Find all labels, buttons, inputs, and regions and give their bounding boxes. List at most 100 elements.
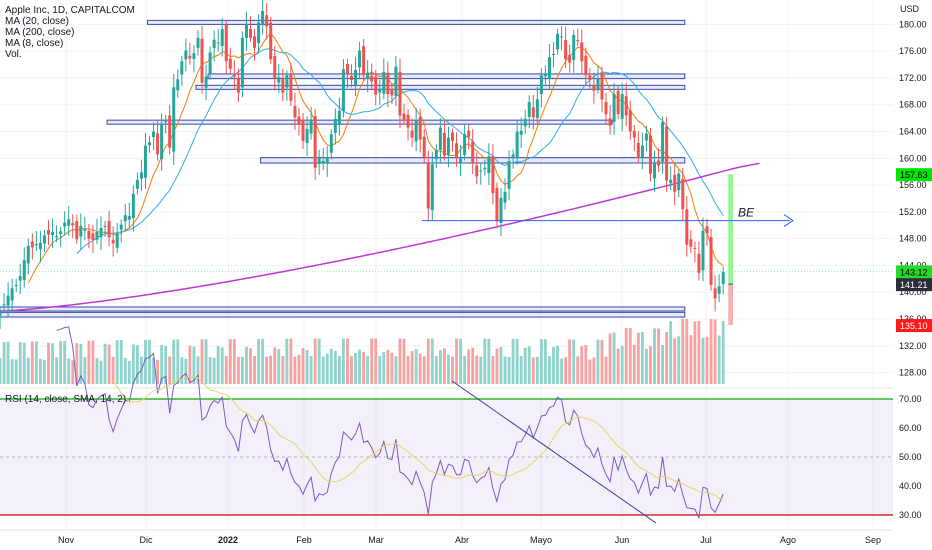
time-label: Ago xyxy=(780,535,796,545)
volume-bar xyxy=(67,358,71,384)
candle-body xyxy=(168,115,172,148)
candle-body xyxy=(640,145,644,157)
volume-bar xyxy=(220,347,224,384)
candle-body xyxy=(107,220,111,238)
candle-body xyxy=(535,99,539,118)
time-label: Dic xyxy=(140,535,153,545)
rsi-legend[interactable]: RSI (14, close, SMA, 14, 2) xyxy=(5,394,127,405)
candle-body xyxy=(95,231,99,240)
candle-body xyxy=(556,33,560,50)
price-badge-target[interactable]: 157.63 xyxy=(900,170,928,180)
volume-bar xyxy=(329,348,333,384)
volume-bar xyxy=(196,356,200,384)
legend-ma20[interactable]: MA (20, close) xyxy=(5,16,69,27)
candle-body xyxy=(689,239,693,247)
volume-bar xyxy=(568,339,572,384)
volume-bar xyxy=(350,356,353,384)
price-axis[interactable]: USD 180.00 176.00 172.00 168.00 164.00 160.00 1… xyxy=(893,0,932,550)
volume-bar xyxy=(43,359,46,384)
volume-bar xyxy=(632,344,636,384)
annotations[interactable]: BE xyxy=(422,206,794,228)
volume-bar xyxy=(47,342,50,384)
candle-body xyxy=(257,22,261,43)
volume-bar xyxy=(95,358,99,384)
candle-body xyxy=(600,73,604,100)
candle-body xyxy=(378,88,382,93)
volume-bar xyxy=(164,345,168,384)
candle-body xyxy=(224,24,228,62)
volume-bar xyxy=(386,349,390,384)
volume-bar xyxy=(491,356,495,384)
candle-body xyxy=(55,235,59,238)
candle-body xyxy=(18,276,22,281)
position-zones[interactable] xyxy=(728,174,733,326)
volume-bar xyxy=(636,332,640,384)
volume-bar xyxy=(612,332,616,384)
volume-bar xyxy=(418,353,422,384)
volume-bar xyxy=(301,348,305,384)
volume-bar xyxy=(685,319,689,384)
price-tick-label: 128.00 xyxy=(899,368,927,378)
volume-bar xyxy=(673,338,677,384)
volume-bar xyxy=(479,356,483,384)
candle-body xyxy=(588,75,592,80)
candle-body xyxy=(653,163,656,179)
time-axis[interactable]: Nov Dic 2022 Feb Mar Abr Mayo Jun Jul Ago Sep xyxy=(0,529,893,550)
candle-body xyxy=(669,179,673,184)
volume-bar xyxy=(91,340,95,384)
volume-bar xyxy=(455,338,458,384)
candle-body xyxy=(479,170,483,172)
volume-bar xyxy=(257,338,260,384)
candle-body xyxy=(697,253,701,273)
volume-bar xyxy=(515,339,519,384)
candle-body xyxy=(281,79,285,93)
price-badge-entry[interactable]: 141.21 xyxy=(900,280,928,290)
candle-body xyxy=(103,225,107,227)
candle-body xyxy=(75,221,79,240)
price-tick-label: 168.00 xyxy=(899,100,927,110)
legend-ma200[interactable]: MA (200, close) xyxy=(5,27,75,38)
volume-bar xyxy=(713,319,717,384)
symbol-title[interactable]: Apple Inc, 1D, CAPITALCOM xyxy=(5,5,135,16)
candle-body xyxy=(608,118,612,126)
volume-bar xyxy=(131,344,135,384)
candle-body xyxy=(547,57,551,80)
volume-bar xyxy=(406,356,410,384)
legend-volume[interactable]: Vol. xyxy=(5,49,22,60)
candle-body xyxy=(265,15,269,27)
candle-body xyxy=(305,128,309,143)
volume-bar xyxy=(402,338,406,384)
candle-body xyxy=(705,226,709,234)
candle-body xyxy=(560,36,564,38)
volume-bar xyxy=(475,355,479,384)
candle-body xyxy=(685,209,689,245)
volume-bar xyxy=(620,345,624,384)
price-badge-current[interactable]: 143.12 xyxy=(900,267,928,277)
candle-body xyxy=(115,233,119,248)
price-badge-stop[interactable]: 135.10 xyxy=(900,321,928,331)
be-label[interactable]: BE xyxy=(738,206,755,220)
volume-bar xyxy=(63,340,67,384)
volume-bar xyxy=(697,320,701,384)
candle-body xyxy=(539,75,543,95)
candle-body xyxy=(673,174,677,192)
time-label: Jun xyxy=(615,535,630,545)
candle-body xyxy=(495,187,499,222)
volume-bar xyxy=(333,350,337,384)
volume-bar xyxy=(544,339,547,384)
volume-bar xyxy=(241,356,244,384)
volume-bar xyxy=(649,346,652,384)
volume-bar xyxy=(39,358,42,384)
rsi-trendline xyxy=(451,380,657,524)
candle-body xyxy=(184,50,188,60)
candle-body xyxy=(309,119,313,134)
candle-body xyxy=(624,96,628,116)
legend-ma8[interactable]: MA (8, close) xyxy=(5,38,64,49)
price-tick-label: 148.00 xyxy=(899,234,927,244)
candle-body xyxy=(289,74,293,101)
volume-bar xyxy=(552,346,555,384)
candle-body xyxy=(362,46,366,76)
volume-bar xyxy=(471,347,475,384)
candle-body xyxy=(156,133,160,155)
